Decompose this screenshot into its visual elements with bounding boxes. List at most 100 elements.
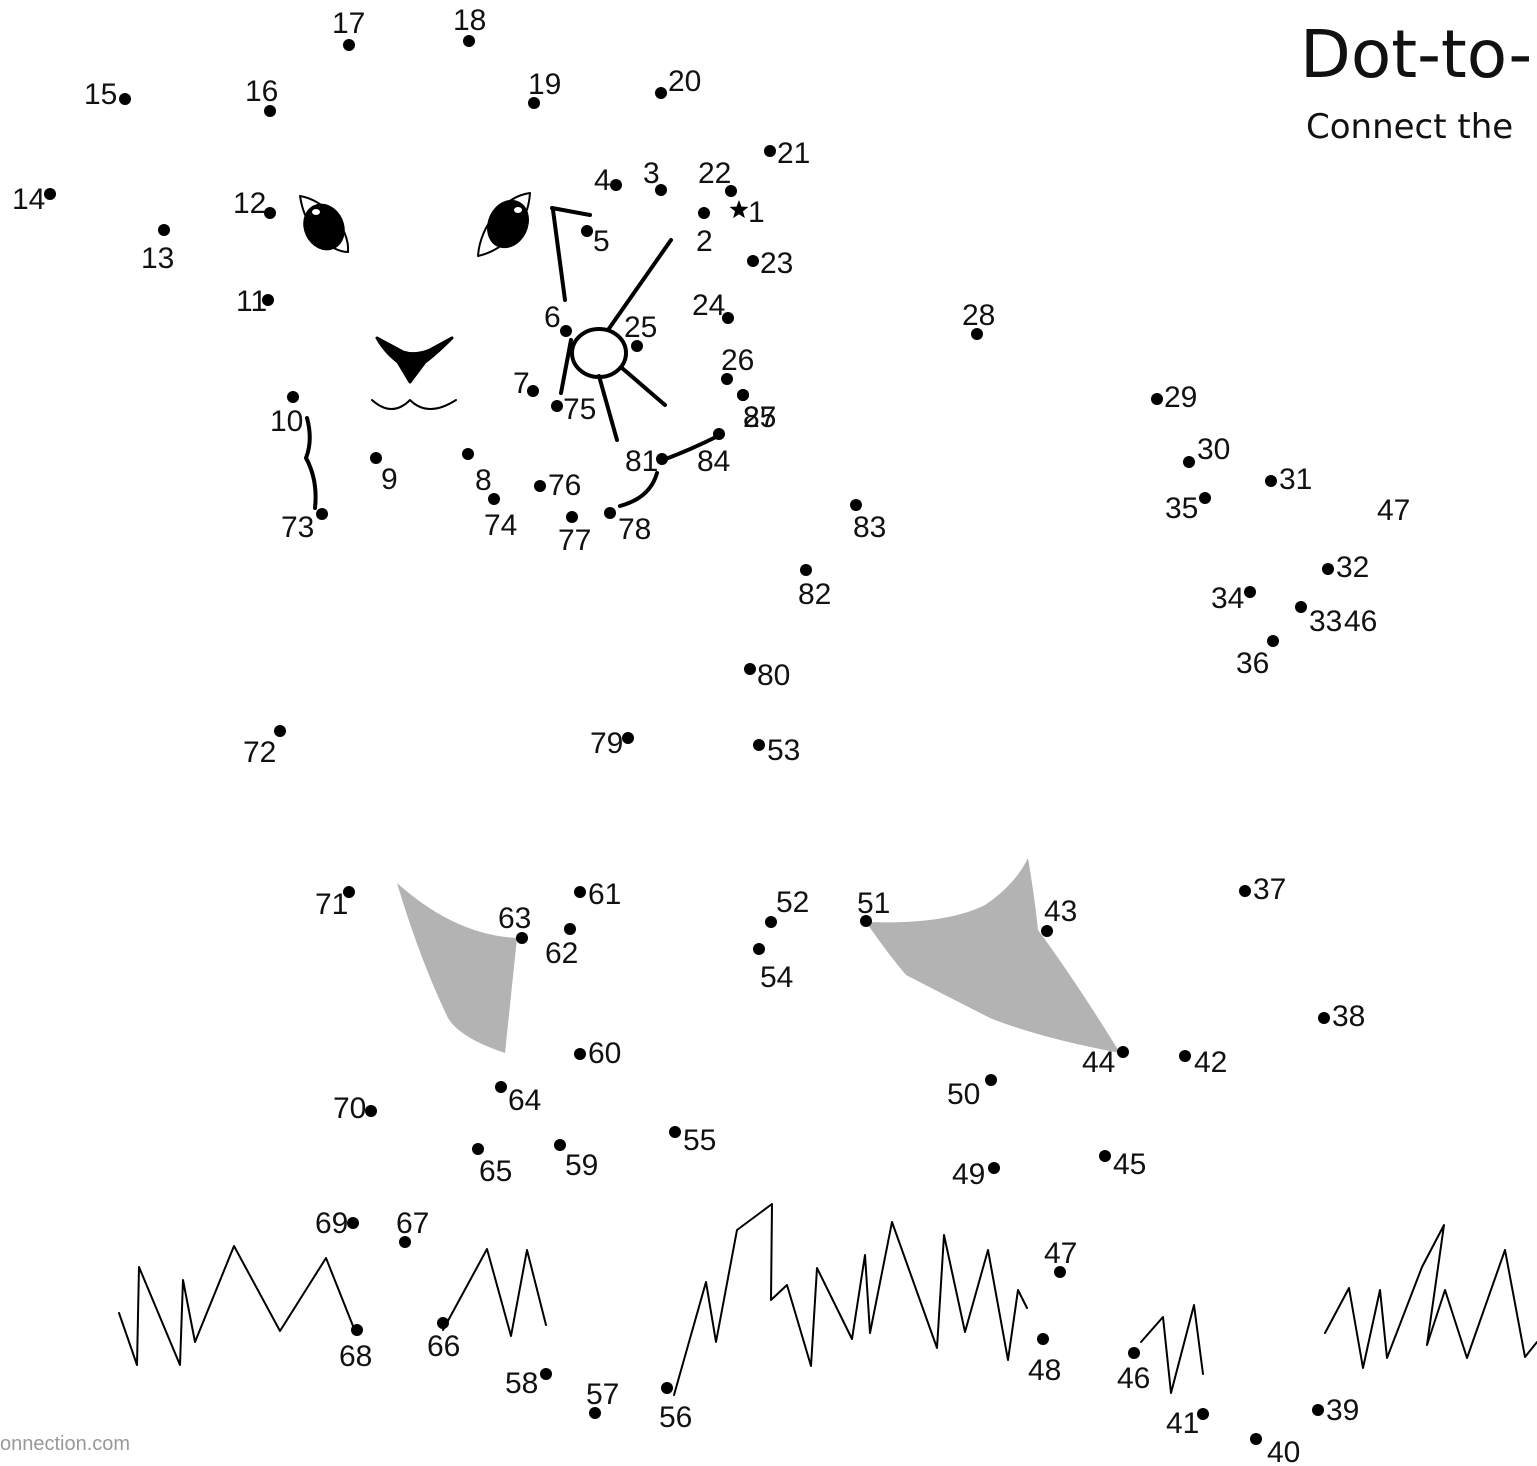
dot-label-59: 59 (565, 1149, 598, 1182)
dot-80 (744, 663, 756, 675)
dot-23 (747, 255, 759, 267)
dot-24 (722, 312, 734, 324)
dot-57 (589, 1407, 601, 1419)
dot-13 (158, 224, 170, 236)
dot-label-23: 23 (760, 247, 793, 280)
site-credit: onnection.com (0, 1433, 131, 1455)
dot-8 (462, 448, 474, 460)
dot-label-7: 7 (513, 367, 530, 400)
dot-37 (1239, 885, 1251, 897)
dot-2 (698, 207, 710, 219)
dot-50 (985, 1074, 997, 1086)
dot-label-3: 3 (643, 157, 660, 190)
dot-74 (488, 493, 500, 505)
dot-20 (655, 87, 667, 99)
dot-53 (753, 739, 765, 751)
dot-label-51: 51 (857, 887, 890, 920)
dot-73 (316, 508, 328, 520)
dot-40 (1250, 1433, 1262, 1445)
dot-label-48: 48 (1028, 1354, 1061, 1387)
dot-21 (764, 145, 776, 157)
dot-label-70: 70 (333, 1092, 366, 1125)
dot-83 (850, 499, 862, 511)
dot-72 (274, 725, 286, 737)
dot-label-79: 79 (590, 727, 623, 760)
dot-label-40: 40 (1267, 1436, 1300, 1466)
nose-icon (375, 336, 454, 384)
dot-label-47: 47 (1044, 1237, 1077, 1270)
dot-78 (604, 507, 616, 519)
dot-label-4: 4 (594, 164, 611, 197)
dot-label-18: 18 (453, 4, 486, 37)
dot-label-36: 36 (1236, 647, 1269, 680)
dot-9 (370, 452, 382, 464)
dot-label-69: 69 (315, 1207, 348, 1240)
dot-label-62: 62 (545, 937, 578, 970)
dot-31 (1265, 475, 1277, 487)
dot-69 (347, 1217, 359, 1229)
edge-label-46: 46 (1344, 605, 1377, 638)
dot-label-14: 14 (12, 183, 45, 216)
dot-label-82: 82 (798, 578, 831, 611)
dot-25 (631, 340, 643, 352)
page-subtitle: Connect the (1306, 107, 1514, 147)
dot-32 (1322, 563, 1334, 575)
dot-42 (1179, 1050, 1191, 1062)
dot-label-83: 83 (853, 511, 886, 544)
dot-label-34: 34 (1211, 582, 1244, 615)
dot-label-15: 15 (84, 78, 117, 111)
dot-33 (1295, 601, 1307, 613)
printed-artwork (118, 192, 1537, 1396)
dot-label-1: 1 (748, 196, 765, 229)
dot-66 (437, 1317, 449, 1329)
dot-77 (566, 511, 578, 523)
dot-14 (44, 188, 56, 200)
dot-36 (1267, 635, 1279, 647)
dot-label-67: 67 (396, 1207, 429, 1240)
dot-label-43: 43 (1044, 895, 1077, 928)
dot-65 (472, 1143, 484, 1155)
dot-85 (737, 389, 749, 401)
dot-54 (753, 943, 765, 955)
dot-45 (1099, 1150, 1111, 1162)
dot-label-44: 44 (1082, 1046, 1115, 1079)
dot-label-32: 32 (1336, 551, 1369, 584)
dot-5 (581, 225, 593, 237)
left-eye-icon (299, 195, 350, 253)
dot-30 (1183, 456, 1195, 468)
start-star-icon (729, 200, 749, 219)
dot-label-72: 72 (243, 736, 276, 769)
dot-29 (1151, 393, 1163, 405)
dot-10 (287, 391, 299, 403)
dot-label-13: 13 (141, 242, 174, 275)
dot-79 (622, 732, 634, 744)
dot-76 (534, 480, 546, 492)
dot-label-24: 24 (692, 289, 725, 322)
dot-71 (343, 886, 355, 898)
dot-19 (528, 97, 540, 109)
dot-62 (564, 923, 576, 935)
dot-label-54: 54 (760, 961, 793, 994)
dot-label-65: 65 (479, 1155, 512, 1188)
edge-label-47: 47 (1377, 494, 1410, 527)
dot-59 (554, 1139, 566, 1151)
right-eye-icon (477, 192, 531, 257)
dot-label-58: 58 (505, 1367, 538, 1400)
dot-3 (655, 184, 667, 196)
dot-4 (610, 179, 622, 191)
dot-label-57: 57 (586, 1378, 619, 1411)
dot-label-11: 11 (236, 285, 267, 318)
page-title: Dot-to- (1300, 16, 1533, 93)
dot-label-78: 78 (618, 513, 651, 546)
dot-67 (399, 1236, 411, 1248)
dot-label-6: 6 (544, 301, 561, 334)
dot-label-17: 17 (332, 7, 365, 40)
dot-46 (1128, 1347, 1140, 1359)
dot-15 (119, 93, 131, 105)
dot-58 (540, 1368, 552, 1380)
dot-7 (527, 385, 539, 397)
dot-label-63: 63 (498, 902, 531, 935)
dot-label-8: 8 (475, 464, 492, 497)
mouth-icon (371, 399, 457, 410)
dot-label-76: 76 (548, 469, 581, 502)
